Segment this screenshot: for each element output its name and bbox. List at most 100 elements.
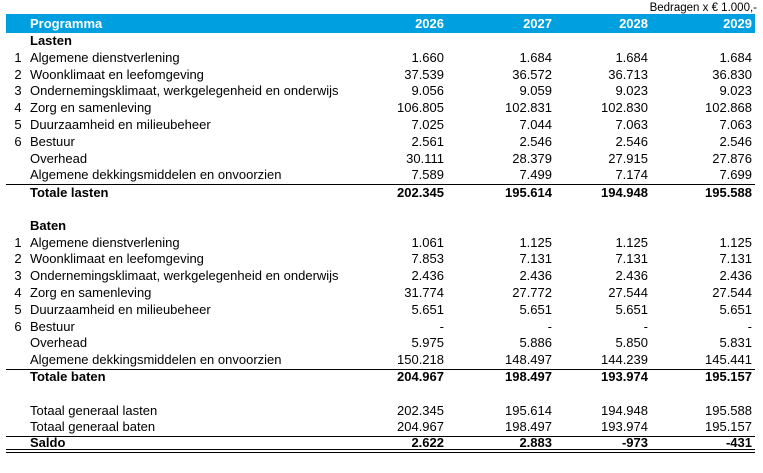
- row-label: Totale baten: [30, 369, 106, 385]
- table-row: 2 Woonklimaat en leefomgeving 37.539 36.…: [6, 67, 755, 84]
- row-value: 9.059: [519, 83, 552, 99]
- row-value: 5.651: [615, 301, 648, 317]
- column-header-year-2026: 2026: [415, 16, 444, 31]
- row-label: Algemene dienstverlening: [30, 49, 180, 65]
- row-value: 5.831: [719, 335, 752, 351]
- column-header-year-2028: 2028: [619, 16, 648, 31]
- row-value: 27.772: [512, 284, 552, 300]
- row-label: Bestuur: [30, 133, 75, 149]
- row-value: 7.044: [519, 116, 552, 132]
- row-label: Duurzaamheid en milieubeheer: [30, 116, 211, 132]
- row-value: 5.651: [411, 301, 444, 317]
- row-value: 9.023: [615, 83, 648, 99]
- totaal-generaal-baten-row: Totaal generaal baten 204.967 198.497 19…: [6, 419, 755, 436]
- row-number: 2: [14, 251, 22, 267]
- row-value: 2.436: [615, 268, 648, 284]
- row-value: 27.876: [712, 150, 752, 166]
- row-value: -: [747, 318, 752, 334]
- row-value: 195.588: [705, 184, 752, 200]
- row-value: 1.061: [411, 234, 444, 250]
- row-value: 9.056: [411, 83, 444, 99]
- row-value: 1.660: [411, 49, 444, 65]
- row-label: Zorg en samenleving: [30, 100, 152, 116]
- row-number: 2: [14, 66, 22, 82]
- section-title: Baten: [30, 217, 67, 233]
- row-value: 7.063: [615, 116, 648, 132]
- row-label: Algemene dekkingsmiddelen en onvoorzien: [30, 167, 282, 183]
- section-title-row-lasten: Lasten: [6, 33, 755, 50]
- row-value: 2.436: [719, 268, 752, 284]
- row-value: 195.614: [505, 184, 552, 200]
- row-value: 194.948: [601, 402, 648, 418]
- row-value: 5.886: [519, 335, 552, 351]
- row-label: Zorg en samenleving: [30, 284, 152, 300]
- row-label: Ondernemingsklimaat, werkgelegenheid en …: [30, 83, 339, 99]
- row-value: 202.345: [397, 402, 444, 418]
- row-value: -: [439, 318, 444, 334]
- row-value: 9.023: [719, 83, 752, 99]
- row-value: 194.948: [601, 184, 648, 200]
- row-number: 1: [14, 234, 22, 250]
- row-value: 195.157: [705, 369, 752, 385]
- row-value: 7.699: [719, 167, 752, 183]
- row-label: Saldo: [30, 434, 66, 450]
- section-title-row-baten: Baten: [6, 218, 755, 235]
- row-value: -: [643, 318, 648, 334]
- row-value: 2.883: [519, 434, 552, 450]
- row-number: 4: [14, 100, 22, 116]
- row-number: 3: [14, 83, 22, 99]
- row-value: -: [547, 318, 552, 334]
- row-value: 27.544: [608, 284, 648, 300]
- row-value: 2.436: [519, 268, 552, 284]
- row-value: 150.218: [397, 352, 444, 368]
- row-value: 193.974: [601, 419, 648, 435]
- row-value: 7.063: [719, 116, 752, 132]
- row-value: -431: [725, 434, 752, 450]
- table-row: Overhead 30.111 28.379 27.915 27.876: [6, 151, 755, 168]
- row-value: 7.499: [519, 167, 552, 183]
- row-value: 195.588: [705, 402, 752, 418]
- row-value: 195.614: [505, 402, 552, 418]
- column-header-programma: Programma: [30, 16, 103, 31]
- row-value: 1.125: [615, 234, 648, 250]
- row-value: 204.967: [397, 369, 444, 385]
- row-label: Algemene dekkingsmiddelen en onvoorzien: [30, 352, 282, 368]
- table-row: Algemene dekkingsmiddelen en onvoorzien …: [6, 352, 755, 369]
- row-value: 36.713: [608, 66, 648, 82]
- row-label: Overhead: [30, 150, 88, 166]
- row-value: 30.111: [406, 150, 444, 166]
- table-row: 6 Bestuur 2.561 2.546 2.546 2.546: [6, 134, 755, 151]
- table-row: 4 Zorg en samenleving 106.805 102.831 10…: [6, 100, 755, 117]
- row-number: 6: [14, 133, 22, 149]
- row-number: 5: [14, 301, 22, 317]
- row-value: 106.805: [397, 100, 444, 116]
- table-row: 1 Algemene dienstverlening 1.660 1.684 1…: [6, 50, 755, 67]
- row-value: 198.497: [505, 369, 552, 385]
- row-label: Ondernemingsklimaat, werkgelegenheid en …: [30, 268, 339, 284]
- row-value: 27.544: [712, 284, 752, 300]
- row-value: 5.850: [615, 335, 648, 351]
- row-value: 1.684: [719, 49, 752, 65]
- row-value: 102.868: [705, 100, 752, 116]
- row-value: 148.497: [505, 352, 552, 368]
- blank-row: [6, 201, 755, 218]
- row-value: 2.561: [411, 133, 444, 149]
- amounts-note: Bedragen x € 1.000,-: [649, 2, 757, 14]
- row-value: 2.546: [615, 133, 648, 149]
- table-row: Overhead 5.975 5.886 5.850 5.831: [6, 335, 755, 352]
- row-value: 36.572: [512, 66, 552, 82]
- row-value: 7.589: [411, 167, 444, 183]
- row-value: 102.830: [601, 100, 648, 116]
- table-row: 5 Duurzaamheid en milieubeheer 5.651 5.6…: [6, 302, 755, 319]
- table-row: 3 Ondernemingsklimaat, werkgelegenheid e…: [6, 268, 755, 285]
- row-number: 5: [14, 116, 22, 132]
- row-value: 144.239: [601, 352, 648, 368]
- row-value: 7.131: [615, 251, 648, 267]
- total-baten-row: Totale baten 204.967 198.497 193.974 195…: [6, 368, 755, 386]
- row-value: 1.684: [519, 49, 552, 65]
- table-header-row: Programma 2026 2027 2028 2029: [6, 14, 755, 33]
- row-value: 2.622: [411, 434, 444, 450]
- row-label: Totaal generaal baten: [30, 419, 156, 435]
- table-row: 4 Zorg en samenleving 31.774 27.772 27.5…: [6, 285, 755, 302]
- table-row: 3 Ondernemingsklimaat, werkgelegenheid e…: [6, 83, 755, 100]
